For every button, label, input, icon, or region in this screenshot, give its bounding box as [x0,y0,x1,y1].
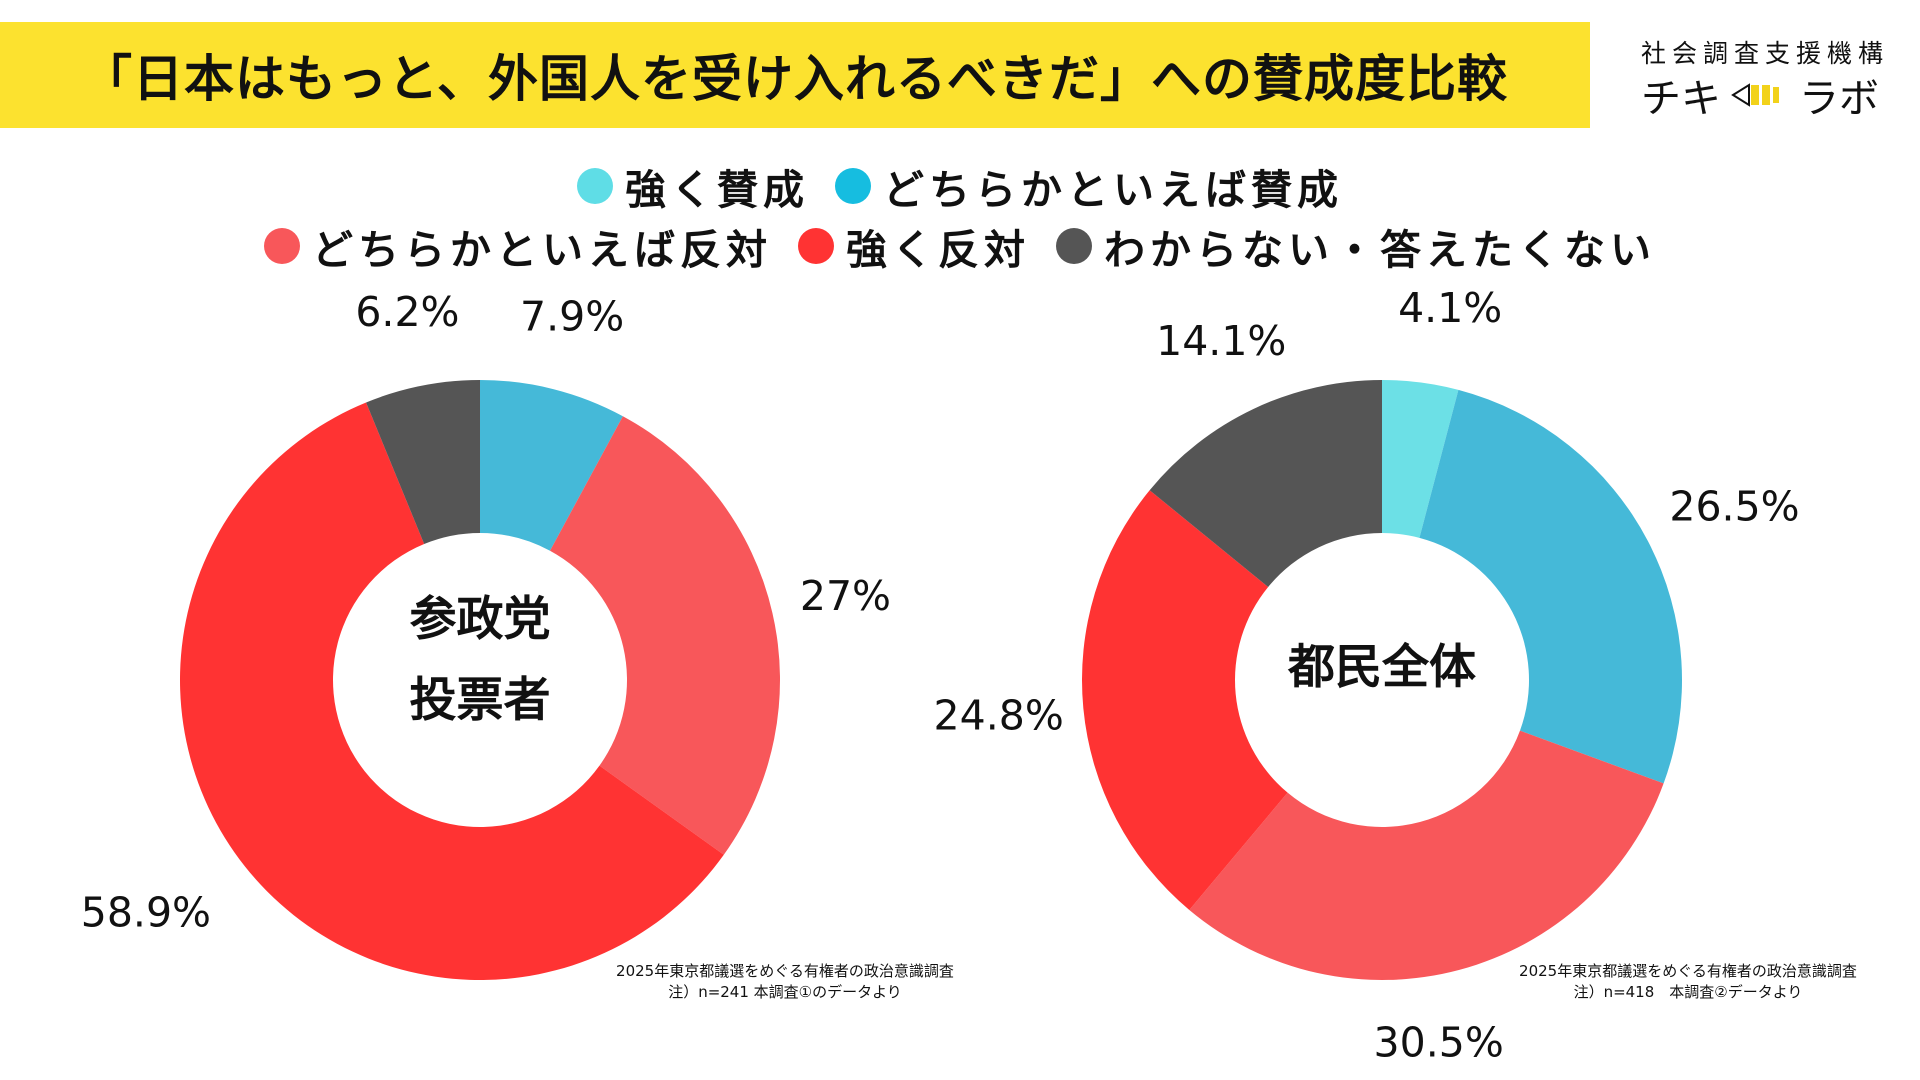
legend-label: どちらかといえば反対 [312,226,772,274]
legend-label: 強く賛成 [625,166,809,214]
logo-brand-right: ラボ [1799,76,1879,122]
donut-slice-somewhat-disagree [550,416,780,855]
legend-item-strongly-disagree: 強く反対 [798,216,1030,276]
logo-brand-left: チキ [1641,76,1721,122]
donut-slice-strongly-disagree [179,402,724,981]
data-label: 7.9% [520,292,624,340]
legend-dot [264,228,300,264]
logo: 社会調査支援機構 チキ ラボ [1635,34,1905,124]
data-label: 14.1% [1156,317,1286,365]
donut-slice-somewhat-agree [1419,389,1682,784]
data-label: 26.5% [1669,483,1799,531]
logo-brand: チキ ラボ [1641,70,1879,122]
donut-slice-somewhat-agree [480,380,623,551]
data-label: 58.9% [81,889,211,937]
data-label: 4.1% [1398,284,1502,332]
legend-dot [577,168,613,204]
legend-label: わからない・答えたくない [1104,226,1656,274]
donut-slice-strongly-agree [1382,380,1459,538]
source-note: 2025年東京都議選をめぐる有権者の政治意識調査 [616,962,954,980]
chart-center-label: 参政党 [410,592,551,647]
title-bar: 「日本はもっと、外国人を受け入れるべきだ」への賛成度比較 [0,22,1590,128]
legend-dot [1056,228,1092,264]
source-note: 2025年東京都議選をめぐる有権者の政治意識調査 [1519,962,1857,980]
chart-title: 「日本はもっと、外国人を受け入れるべきだ」への賛成度比較 [82,50,1508,108]
megaphone-icon [1731,83,1779,107]
legend-item-somewhat-disagree: どちらかといえば反対 [264,216,772,276]
donut-slice-dont-know [366,380,480,545]
donut-slice-strongly-disagree [1082,490,1288,910]
legend-dot [835,168,871,204]
legend-item-dont-know: わからない・答えたくない [1056,216,1656,276]
legend-label: 強く反対 [846,226,1030,274]
legend-item-strongly-agree: 強く賛成 [577,156,809,216]
chart-center-label: 投票者 [410,673,551,728]
chart-center-label: 都民全体 [1287,640,1476,695]
legend-label: どちらかといえば賛成 [883,166,1343,214]
source-note: 注）n=418 本調査②データより [1574,983,1803,1001]
legend-row-2: どちらかといえば反対 強く反対 わからない・答えたくない [0,218,1920,274]
legend-dot [798,228,834,264]
source-note: 注）n=241 本調査①のデータより [668,983,902,1001]
logo-org-name: 社会調査支援機構 [1641,39,1890,68]
legend-row-1: 強く賛成 どちらかといえば賛成 [0,158,1920,214]
data-label: 24.8% [934,691,1064,739]
legend-item-somewhat-agree: どちらかといえば賛成 [835,156,1343,216]
data-label: 27% [800,572,891,620]
data-label: 30.5% [1374,1018,1504,1066]
donut-slice-somewhat-disagree [1189,730,1664,980]
donut-slice-dont-know [1149,380,1382,588]
data-label: 6.2% [355,288,459,336]
